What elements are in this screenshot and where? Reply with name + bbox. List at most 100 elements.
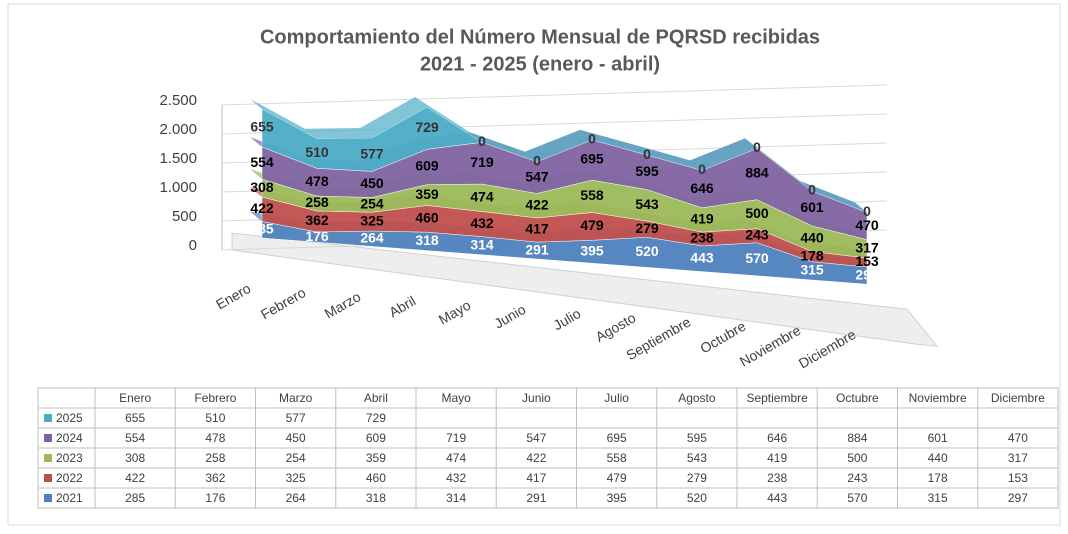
- table-cell: 440: [928, 451, 948, 465]
- table-cell: 325: [286, 471, 306, 485]
- data-label: 729: [415, 119, 439, 135]
- table-cell: 238: [767, 471, 787, 485]
- y-tick-label: 2.500: [159, 92, 197, 109]
- table-cell: 547: [526, 431, 546, 445]
- legend-key: [44, 414, 52, 422]
- data-label: 325: [360, 212, 384, 228]
- data-label: 570: [745, 250, 769, 266]
- data-label: 0: [808, 182, 816, 198]
- table-cell: 500: [847, 451, 867, 465]
- data-label: 554: [250, 154, 274, 170]
- table-cell: 646: [767, 431, 787, 445]
- legend-key: [44, 494, 52, 502]
- table-header: Octubre: [836, 391, 879, 405]
- table-cell: 570: [847, 491, 867, 505]
- data-label: 176: [305, 228, 329, 244]
- table-cell: 395: [607, 491, 627, 505]
- table-cell: 470: [1008, 431, 1028, 445]
- data-label: 317: [855, 240, 879, 256]
- table-cell: 297: [1008, 491, 1028, 505]
- data-label: 0: [533, 152, 541, 168]
- table-cell: 359: [366, 451, 386, 465]
- data-label: 258: [305, 194, 329, 210]
- table-cell: 315: [928, 491, 948, 505]
- data-label: 510: [305, 144, 329, 160]
- legend-label: 2023: [56, 451, 83, 465]
- legend-key: [44, 474, 52, 482]
- data-label: 243: [745, 226, 769, 242]
- data-label: 238: [690, 230, 714, 246]
- y-tick-label: 0: [189, 237, 197, 254]
- table-cell: 558: [607, 451, 627, 465]
- table-cell: 153: [1008, 471, 1028, 485]
- legend-label: 2025: [56, 411, 83, 425]
- data-label: 0: [643, 146, 651, 162]
- data-label: 153: [855, 253, 879, 269]
- data-label: 520: [635, 243, 659, 259]
- data-label: 432: [470, 215, 494, 231]
- legend-label: 2024: [56, 431, 83, 445]
- table-cell: 291: [526, 491, 546, 505]
- table-cell: 308: [125, 451, 145, 465]
- data-label: 450: [360, 175, 384, 191]
- data-label: 395: [580, 242, 604, 258]
- data-label: 297: [855, 266, 879, 282]
- table-cell: 178: [928, 471, 948, 485]
- table-header: Mayo: [441, 391, 471, 405]
- table-cell: 176: [205, 491, 225, 505]
- data-label: 884: [745, 165, 769, 181]
- table-cell: 510: [205, 411, 225, 425]
- data-label: 264: [360, 229, 384, 245]
- data-label: 460: [415, 210, 439, 226]
- legend-key: [44, 454, 52, 462]
- data-label: 254: [360, 196, 384, 212]
- table-header: Enero: [119, 391, 151, 405]
- table-cell: 554: [125, 431, 145, 445]
- table-cell: 609: [366, 431, 386, 445]
- data-label: 474: [470, 188, 494, 204]
- data-label: 308: [250, 179, 274, 195]
- data-label: 601: [800, 199, 824, 215]
- table-cell: 254: [286, 451, 306, 465]
- table-cell: 543: [687, 451, 707, 465]
- data-label: 0: [753, 139, 761, 155]
- data-label: 178: [800, 247, 824, 263]
- data-label: 419: [690, 211, 714, 227]
- table-cell: 577: [286, 411, 306, 425]
- table-header: Junio: [522, 391, 551, 405]
- data-label: 0: [698, 161, 706, 177]
- table-cell: 595: [687, 431, 707, 445]
- table-cell: 422: [526, 451, 546, 465]
- chart-title: Comportamiento del Número Mensual de PQR…: [260, 26, 820, 48]
- data-label: 595: [635, 163, 659, 179]
- table-cell: 729: [366, 411, 386, 425]
- data-label: 314: [470, 236, 494, 252]
- data-label: 547: [525, 168, 549, 184]
- data-label: 479: [580, 217, 604, 233]
- data-label: 417: [525, 221, 549, 237]
- data-label: 695: [580, 151, 604, 167]
- data-label: 577: [360, 145, 384, 161]
- y-tick-label: 2.000: [159, 121, 197, 138]
- data-label: 0: [588, 131, 596, 147]
- table-cell: 422: [125, 471, 145, 485]
- data-label: 470: [855, 217, 879, 233]
- y-tick-label: 500: [172, 208, 197, 225]
- data-label: 655: [250, 119, 274, 135]
- table-cell: 317: [1008, 451, 1028, 465]
- chart-subtitle: 2021 - 2025 (enero - abril): [420, 53, 660, 75]
- table-cell: 479: [607, 471, 627, 485]
- table-cell: 695: [607, 431, 627, 445]
- table-cell: 443: [767, 491, 787, 505]
- data-label: 478: [305, 173, 329, 189]
- table-header: Diciembre: [991, 391, 1045, 405]
- data-label: 0: [478, 133, 486, 149]
- table-header: Agosto: [678, 391, 716, 405]
- data-label: 291: [525, 241, 549, 257]
- table-cell: 520: [687, 491, 707, 505]
- table-cell: 318: [366, 491, 386, 505]
- floor: [231, 232, 939, 347]
- y-tick-label: 1.000: [159, 179, 197, 196]
- chart-frame: [7, 3, 1061, 526]
- table-cell: 314: [446, 491, 466, 505]
